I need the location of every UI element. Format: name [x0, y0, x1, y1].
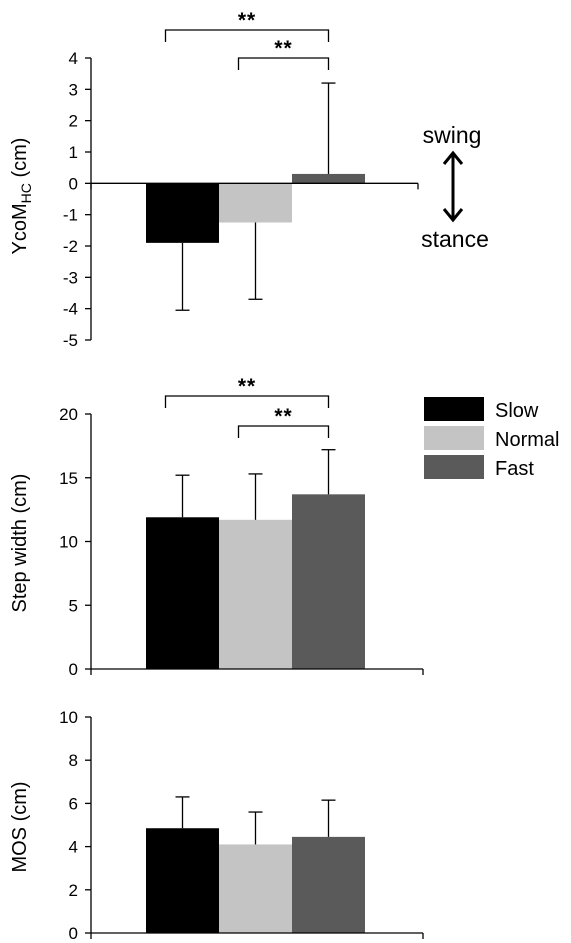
step-width-panel: 20 15 10 5 0 ** ** Step width (cm) [9, 375, 424, 679]
step-width-error-bar-slow [175, 474, 190, 518]
ycom-error-bar-fast [321, 82, 336, 174]
ycom-y-tick-label: -3 [63, 268, 78, 287]
step-width-y-tick-label: 15 [59, 469, 78, 488]
step-width-error-bar-fast [321, 449, 336, 495]
mos-error-bar-normal [248, 811, 263, 845]
ycom-y-tick-label: -5 [63, 331, 78, 350]
legend-swatch-slow [424, 397, 484, 421]
step-width-significance-bracket: ** [164, 375, 330, 408]
mos-y-tick-label: 2 [69, 881, 78, 900]
ycom-bar-normal [219, 183, 292, 223]
swing-stance-arrow [442, 150, 464, 223]
ycom-significance-label: ** [238, 9, 256, 32]
step-width-bar-fast [292, 494, 365, 669]
ycom-significance-bracket: ** [164, 9, 330, 42]
step-width-y-tick-label: 20 [59, 405, 78, 424]
ycom-bar-fast [292, 173, 365, 184]
step-width-bar-slow [146, 517, 219, 669]
step-width-significance-bracket: ** [237, 405, 330, 438]
legend-swatch-fast [424, 455, 484, 479]
ycom-y-tick-label: 1 [69, 143, 78, 162]
ycom-y-tick-label: -4 [63, 300, 78, 319]
legend: Slow Normal Fast [424, 397, 559, 480]
ycom-error-bar-slow [175, 242, 190, 311]
mos-y-tick-label: 4 [69, 838, 78, 857]
legend-label-slow: Slow [495, 400, 539, 422]
step-width-y-axis-label: Step width (cm) [9, 474, 31, 613]
swing-label: swing [423, 122, 482, 148]
mos-y-tick-label: 0 [69, 924, 78, 943]
mos-bar-fast [292, 836, 365, 933]
ycom-y-axis-label: YcoMHC (cm) [9, 138, 34, 255]
mos-error-bar-slow [175, 796, 190, 829]
mos-error-bar-fast [321, 799, 336, 837]
ycom-significance-label: ** [274, 37, 292, 60]
step-width-significance-label: ** [238, 375, 256, 398]
legend-label-fast: Fast [495, 458, 534, 480]
ycom-y-tick-label: 2 [69, 112, 78, 131]
step-width-significance-label: ** [274, 405, 292, 428]
mos-y-tick-label: 8 [69, 751, 78, 770]
mos-panel: 10 8 6 4 2 0 MOS (cm) [9, 708, 424, 943]
ycom-y-tick-label: -1 [63, 206, 78, 225]
mos-y-tick-label: 6 [69, 794, 78, 813]
ycom-panel: 4 3 2 1 0 -1 -2 -3 -4 -5 ** ** YcoMHC (cm) swing st… [9, 9, 489, 350]
ycom-y-tick-label: -2 [63, 237, 78, 256]
ycom-significance-bracket: ** [237, 37, 330, 70]
mos-y-tick-label: 10 [59, 708, 78, 727]
step-width-bar-normal [219, 519, 292, 669]
step-width-y-tick-label: 5 [69, 596, 78, 615]
mos-y-axis-label: MOS (cm) [9, 781, 31, 872]
ycom-y-tick-label: 3 [69, 80, 78, 99]
mos-bar-slow [146, 828, 219, 933]
legend-swatch-normal [424, 426, 484, 450]
stance-label: stance [421, 226, 489, 252]
step-width-y-tick-label: 10 [59, 533, 78, 552]
legend-label-normal: Normal [495, 429, 559, 451]
ycom-y-tick-label: 4 [69, 49, 78, 68]
ycom-y-tick-label: 0 [69, 174, 78, 193]
mos-bar-normal [219, 844, 292, 933]
ycom-error-bar-normal [248, 222, 263, 300]
step-width-y-tick-label: 0 [69, 660, 78, 679]
step-width-error-bar-normal [248, 473, 263, 520]
ycom-bar-slow [146, 183, 219, 243]
